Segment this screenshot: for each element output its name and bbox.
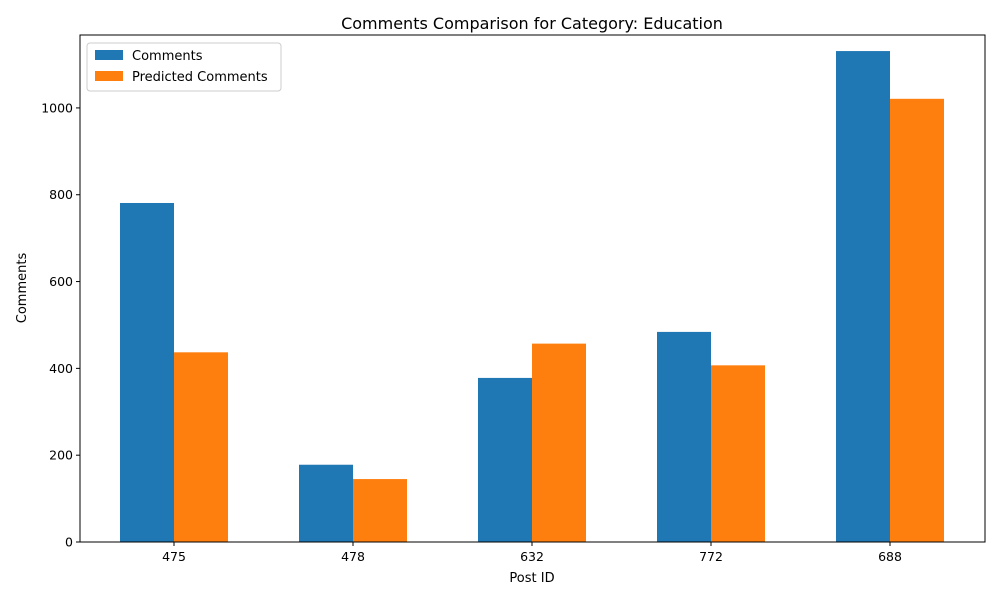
y-tick-label: 400: [49, 361, 73, 376]
chart-title: Comments Comparison for Category: Educat…: [341, 14, 723, 33]
bar-comments-475: [120, 202, 174, 542]
y-tick-label: 1000: [41, 100, 73, 115]
y-tick-label: 200: [49, 448, 73, 463]
bar-predicted-comments-478: [353, 479, 407, 542]
x-tick-label: 478: [341, 549, 365, 564]
x-tick-label: 632: [520, 549, 544, 564]
legend-swatch-predicted-comments: [95, 71, 123, 81]
bar-comments-772: [657, 331, 711, 542]
x-tick-label: 772: [699, 549, 723, 564]
bar-predicted-comments-688: [890, 98, 944, 542]
bar-predicted-comments-632: [532, 343, 586, 542]
bars-group: [120, 51, 944, 542]
x-axis-label: Post ID: [509, 571, 554, 586]
y-tick-label: 600: [49, 274, 73, 289]
legend-label-predicted-comments: Predicted Comments: [132, 70, 268, 85]
bar-comments-632: [478, 377, 532, 542]
legend-label-comments: Comments: [132, 49, 203, 64]
y-tick-label: 800: [49, 187, 73, 202]
bar-predicted-comments-772: [711, 365, 765, 542]
y-axis-ticks: 0 200 400 600 800 1000: [41, 100, 80, 550]
x-axis-ticks: 475 478 632 772 688: [162, 542, 902, 564]
legend-swatch-comments: [95, 50, 123, 60]
x-tick-label: 688: [878, 549, 902, 564]
plot-frame: [79, 34, 986, 543]
bar-predicted-comments-475: [174, 352, 228, 542]
legend-box: [86, 42, 282, 92]
y-tick-label: 0: [65, 535, 73, 550]
legend: Comments Predicted Comments: [86, 42, 282, 92]
bar-comments-688: [836, 51, 890, 542]
y-axis-label: Comments: [15, 253, 30, 324]
bar-comments-478: [299, 464, 353, 542]
x-tick-label: 475: [162, 549, 186, 564]
